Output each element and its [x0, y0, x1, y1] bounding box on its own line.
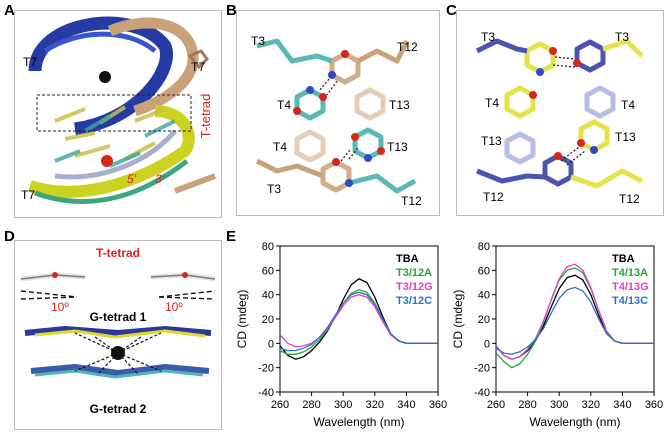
label-b-t13-upper: T13	[389, 98, 410, 112]
y-tick-label: -20	[474, 363, 490, 375]
label-c-t4-left: T4	[485, 96, 499, 110]
label-a-t7-right: T7	[191, 60, 205, 74]
label-d-angle-right: 10º	[165, 300, 183, 314]
t-tetrad-stick-model-b: T3 T12 T4 T13 T4 T13 T3 T12	[251, 34, 422, 208]
legend-entry: T3/12A	[396, 267, 432, 279]
series-line	[279, 291, 438, 352]
x-axis-label: Wavelength (nm)	[530, 415, 621, 429]
y-tick-label: 60	[478, 265, 490, 277]
y-axis-label: CD (mdeg)	[235, 290, 249, 349]
panel-letter-d: D	[4, 228, 15, 245]
label-b-t4-upper: T4	[277, 98, 291, 112]
y-tick-label: 0	[268, 338, 274, 350]
x-tick-label: 320	[366, 399, 384, 411]
cd-chart-2: -40 -20 0 20 40 60 80 260 280 300 320 340 360 Wavelen…	[451, 241, 663, 429]
panel-letter-a: A	[4, 2, 15, 19]
label-c-t13-right: T13	[615, 130, 636, 144]
x-tick-label: 300	[334, 399, 352, 411]
label-c-t12-left: T12	[483, 190, 504, 204]
label-d-t-tetrad: T-tetrad	[96, 246, 140, 260]
y-tick-label: -20	[258, 363, 274, 375]
y-tick-label: 60	[262, 265, 274, 277]
label-c-t3-left: T3	[481, 30, 495, 44]
panel-letter-b: B	[226, 2, 237, 19]
label-d-g-tetrad-1: G-tetrad 1	[90, 310, 147, 324]
panel-a-structure: T7 T7 T7 T-tetrad 5′ 3′	[14, 10, 222, 218]
t-tetrad-stick-model-c: T3 T3 T4 T4 T13 T13 T12 T12	[475, 30, 644, 206]
label-d-g-tetrad-2: G-tetrad 2	[90, 402, 147, 416]
label-b-t12-top: T12	[397, 40, 418, 54]
y-tick-label: 40	[262, 290, 274, 302]
x-tick-label: 280	[518, 399, 536, 411]
label-a-five-prime: 5′	[127, 172, 137, 186]
panel-letter-e: E	[226, 228, 237, 245]
legend-entry: T4/13A	[612, 267, 648, 279]
label-b-t3-top: T3	[251, 34, 265, 48]
y-tick-label: -40	[258, 387, 274, 399]
legend-entry: T3/12C	[396, 295, 432, 307]
x-tick-label: 320	[582, 399, 600, 411]
legend-entry: T3/12G	[396, 281, 433, 293]
x-tick-label: 260	[271, 399, 289, 411]
legend-entry: TBA	[396, 253, 419, 265]
label-b-t4-lower: T4	[273, 140, 287, 154]
label-c-t3-right: T3	[615, 30, 629, 44]
legend-entry: T4/13G	[612, 281, 649, 293]
x-tick-label: 260	[487, 399, 505, 411]
series-line	[495, 286, 654, 355]
label-a-tetrad: T-tetrad	[198, 94, 213, 139]
label-a-t7-left: T7	[23, 55, 37, 69]
y-tick-label: 20	[478, 314, 490, 326]
y-tick-label: 80	[478, 241, 490, 253]
y-tick-label: -40	[474, 387, 490, 399]
x-tick-label: 340	[613, 399, 631, 411]
label-b-t3-bottom: T3	[267, 182, 281, 196]
x-tick-label: 360	[429, 399, 447, 411]
label-b-t13-lower: T13	[387, 140, 408, 154]
x-tick-label: 340	[397, 399, 415, 411]
label-a-t7-bottom: T7	[21, 188, 35, 202]
label-c-t4-right: T4	[621, 98, 635, 112]
legend-entry: TBA	[612, 253, 635, 265]
label-a-three-prime: 3′	[155, 172, 165, 186]
y-axis-label: CD (mdeg)	[451, 290, 465, 349]
panel-e-cd-charts: -40 -20 0 20 40 60 80 260 280 300 320 340 360 Wavelen…	[235, 241, 663, 429]
x-tick-label: 360	[645, 399, 663, 411]
panel-b-structure: T3 T12 T4 T13 T4 T13 T3 T12	[236, 10, 440, 216]
panel-letter-c: C	[446, 2, 457, 19]
y-tick-label: 0	[484, 338, 490, 350]
legend-entry: T4/13C	[612, 295, 648, 307]
panel-d-structure: T-tetrad 10º 10º G-tetrad 1 G-tetrad	[14, 240, 222, 430]
x-tick-label: 280	[302, 399, 320, 411]
x-tick-label: 300	[550, 399, 568, 411]
x-axis-label: Wavelength (nm)	[314, 415, 405, 429]
label-d-angle-left: 10º	[51, 300, 69, 314]
panel-c-structure: T3 T3 T4 T4 T13 T13 T12 T12	[456, 10, 664, 216]
y-tick-label: 40	[478, 290, 490, 302]
cd-chart-1: -40 -20 0 20 40 60 80 260 280 300 320 340 360 Wavelen…	[235, 241, 447, 429]
label-c-t12-right: T12	[619, 192, 640, 206]
y-tick-label: 80	[262, 241, 274, 253]
y-tick-label: 20	[262, 314, 274, 326]
label-b-t12-bottom: T12	[401, 194, 422, 208]
tetrad-stack-image: T-tetrad 10º 10º G-tetrad 1 G-tetrad	[20, 246, 216, 416]
quadruplex-ribbon-image: T7 T7 T7 T-tetrad 5′ 3′	[21, 16, 217, 205]
label-c-t13-left: T13	[481, 134, 502, 148]
